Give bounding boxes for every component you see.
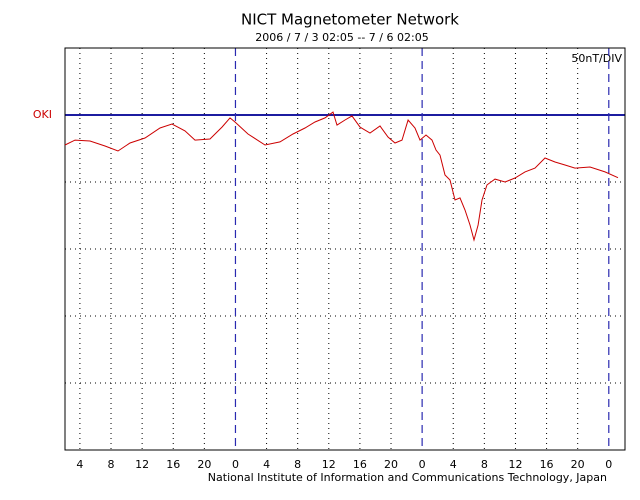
x-tick-label: 20 xyxy=(197,458,211,471)
chart-subtitle: 2006 / 7 / 3 02:05 -- 7 / 6 02:05 xyxy=(255,31,428,44)
scale-label: 50nT/DIV xyxy=(571,52,622,65)
data-line xyxy=(64,111,619,242)
x-tick-label: 20 xyxy=(571,458,585,471)
x-tick-label: 8 xyxy=(481,458,488,471)
x-tick-label: 0 xyxy=(419,458,426,471)
x-tick-label: 12 xyxy=(135,458,149,471)
x-tick-label: 16 xyxy=(540,458,554,471)
x-tick-label: 4 xyxy=(76,458,83,471)
x-tick-label: 0 xyxy=(232,458,239,471)
x-tick-label: 12 xyxy=(508,458,522,471)
series-label: OKI xyxy=(33,108,52,121)
x-tick-label: 16 xyxy=(353,458,367,471)
x-tick-label: 4 xyxy=(263,458,270,471)
footer: National Institute of Information and Co… xyxy=(208,471,607,484)
plot-frame xyxy=(64,47,626,451)
x-tick-label: 16 xyxy=(166,458,180,471)
x-tick-label: 8 xyxy=(294,458,301,471)
x-tick-label: 8 xyxy=(108,458,115,471)
x-tick-label: 20 xyxy=(384,458,398,471)
chart-title: NICT Magnetometer Network xyxy=(241,11,459,29)
x-tick-label: 0 xyxy=(605,458,612,471)
x-tick-label: 4 xyxy=(450,458,457,471)
x-tick-label: 12 xyxy=(322,458,336,471)
